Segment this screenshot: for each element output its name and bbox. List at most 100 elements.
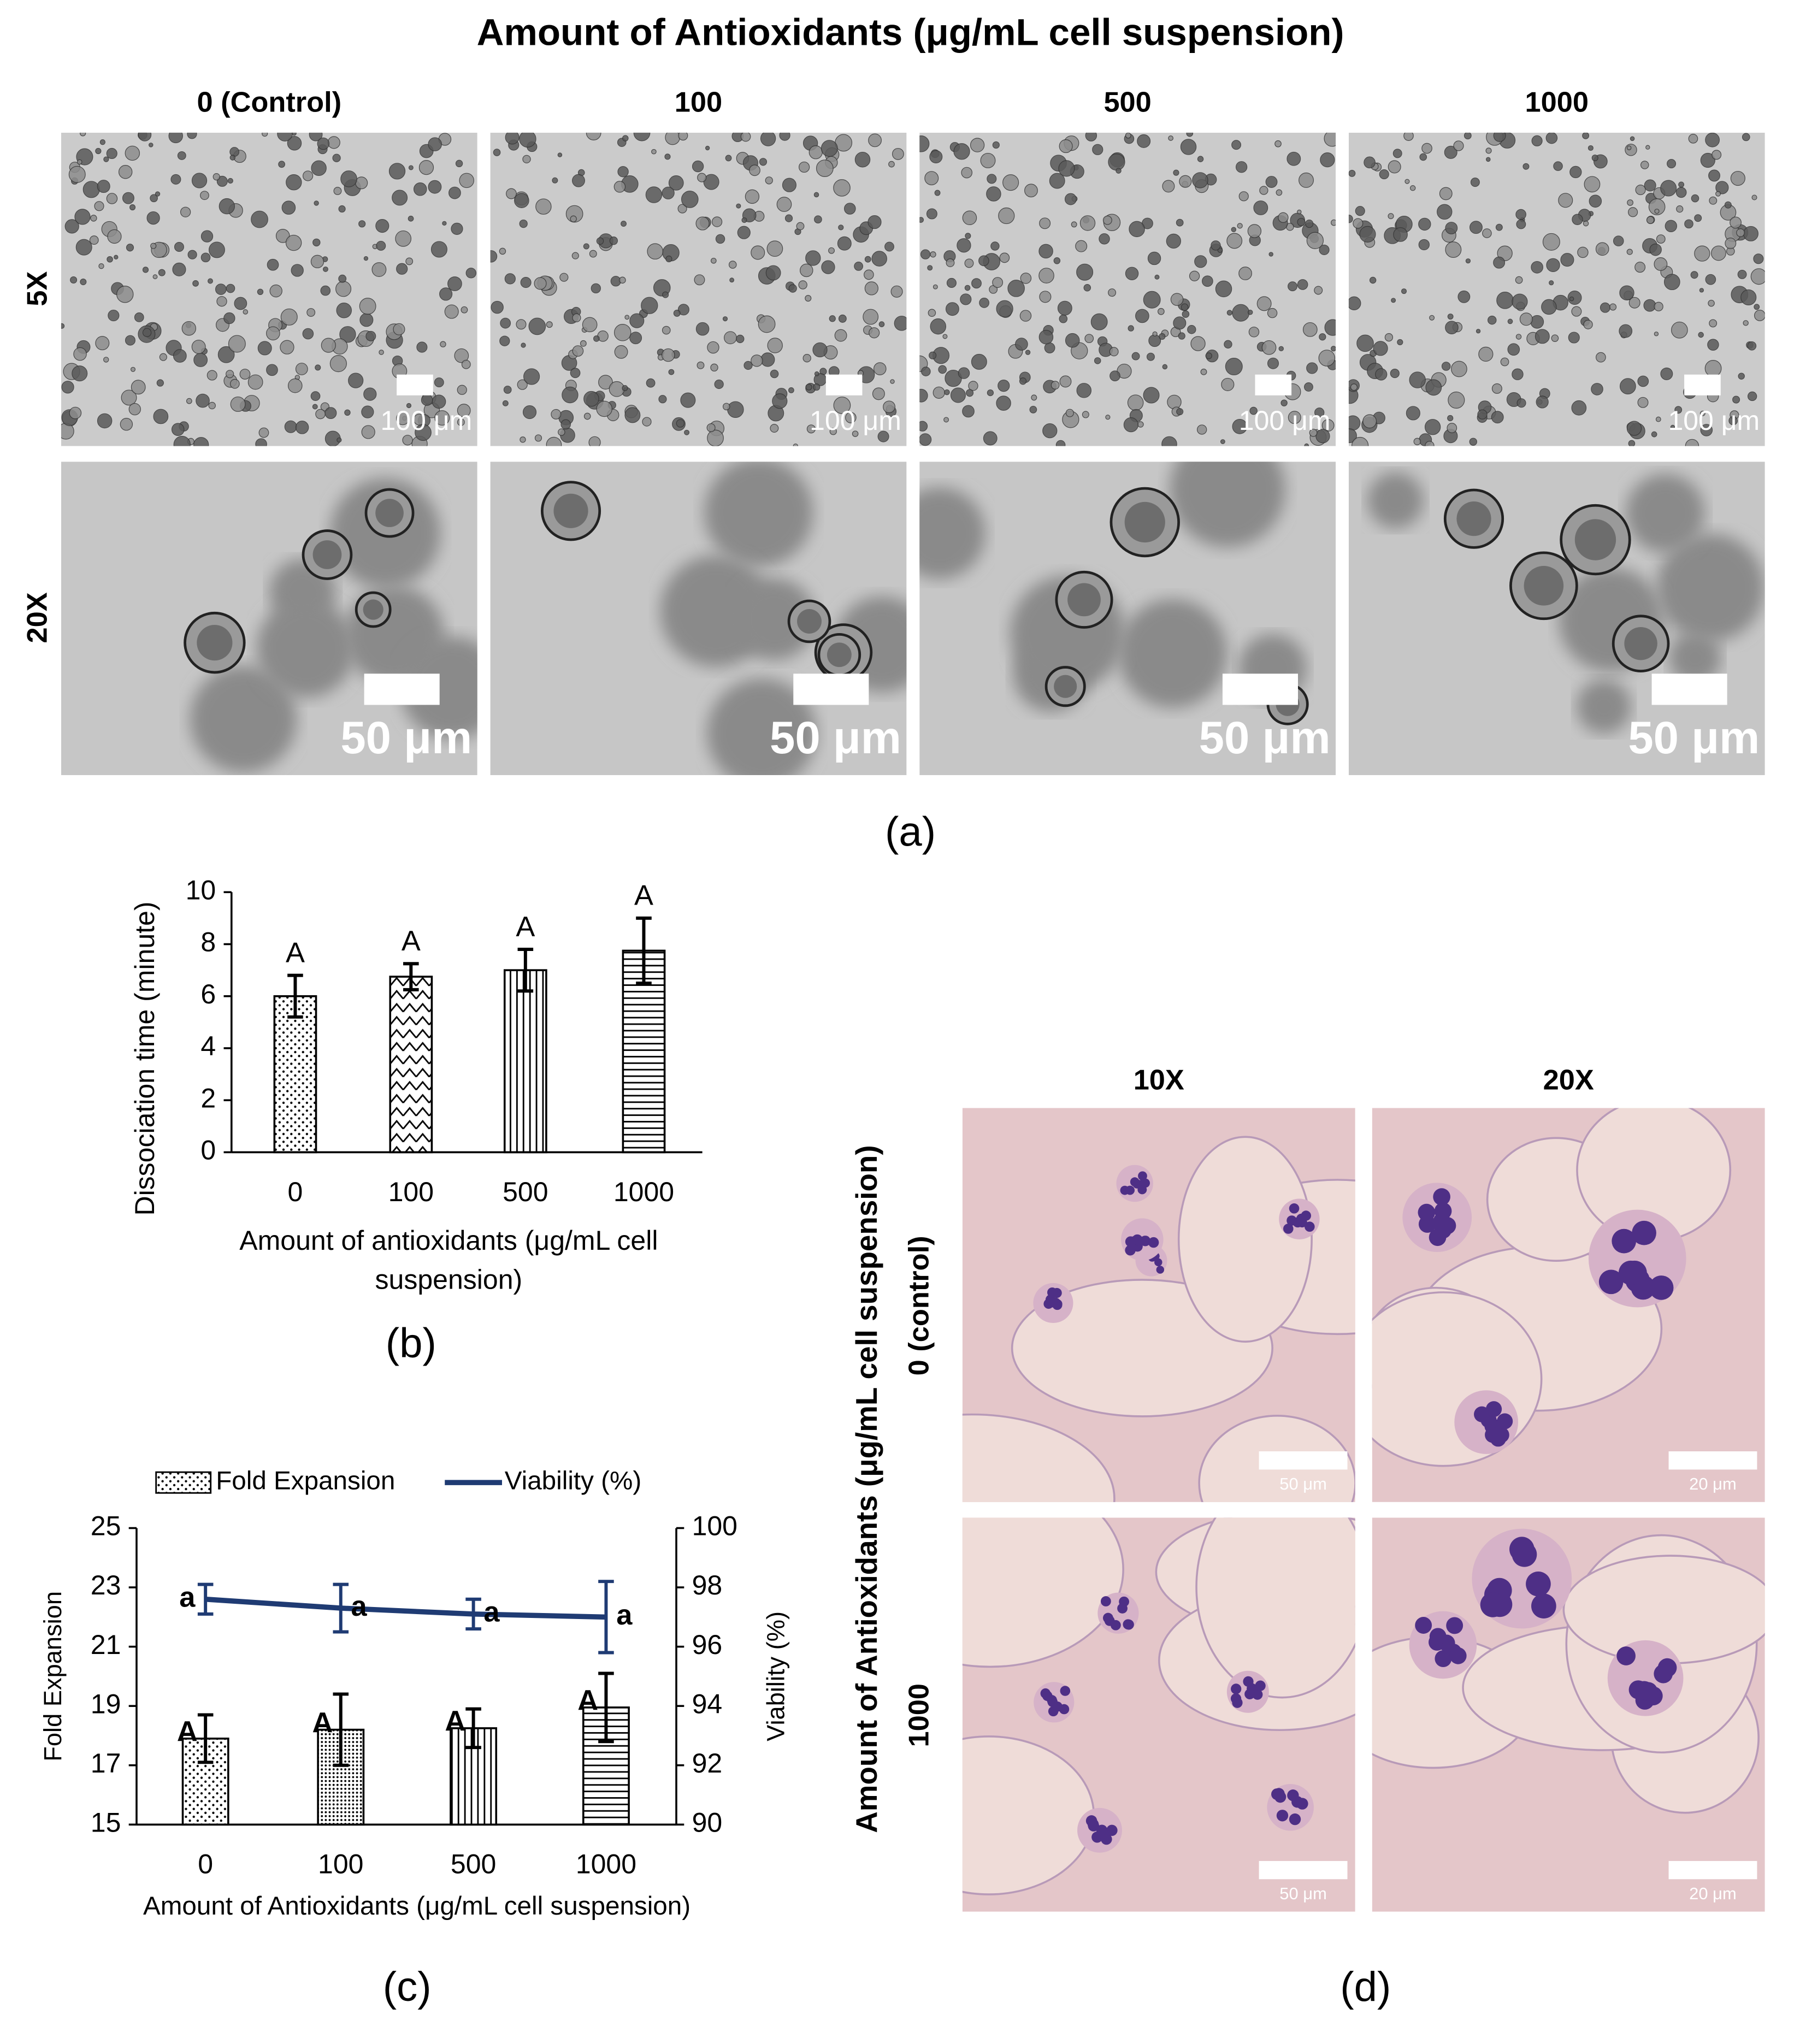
cell [677, 204, 687, 214]
cell [1125, 132, 1131, 139]
scale-bar [1651, 674, 1727, 705]
cell [61, 323, 65, 329]
cell [867, 215, 882, 229]
cell [1319, 333, 1326, 341]
blur-spot [704, 462, 813, 567]
letter: A [402, 925, 421, 957]
cell [1676, 205, 1684, 213]
cell [1306, 362, 1318, 374]
cell [1418, 217, 1431, 231]
cell [408, 215, 414, 222]
cell [1421, 143, 1432, 154]
cell [120, 418, 133, 431]
cell [1180, 139, 1197, 155]
nucleus [1485, 1401, 1502, 1417]
cell [421, 394, 433, 406]
x-tick-label: 500 [451, 1849, 496, 1880]
cell [528, 317, 546, 335]
cell [662, 291, 669, 298]
blur-spot [190, 665, 297, 773]
cell [208, 401, 216, 410]
cell [1670, 424, 1675, 430]
cell [793, 443, 799, 446]
cell [1299, 172, 1314, 188]
cell [505, 132, 520, 145]
cell [962, 405, 975, 418]
cell [461, 359, 471, 369]
cell [1192, 172, 1208, 188]
cell [416, 341, 428, 353]
cell [1441, 362, 1451, 371]
cell [1286, 151, 1301, 166]
scale-label: 50 μm [340, 712, 472, 763]
cell [94, 201, 104, 211]
column-label: 1000 [1525, 86, 1589, 118]
cell [766, 240, 783, 257]
cell [1406, 406, 1420, 421]
cell [519, 219, 528, 228]
blur-spot [706, 678, 817, 776]
cell [499, 247, 506, 255]
cell [996, 300, 1013, 317]
cell [821, 260, 835, 274]
cell [570, 215, 577, 222]
cell [966, 389, 974, 397]
y2-tick-label: 90 [692, 1807, 723, 1838]
micrograph [962, 1517, 1355, 1912]
cell [312, 238, 321, 247]
cell [745, 189, 760, 204]
y-tick-label: 6 [200, 979, 216, 1009]
cell [813, 192, 819, 198]
letter: a [616, 1599, 633, 1631]
cell [968, 381, 978, 391]
cell [833, 397, 851, 414]
cell [1304, 382, 1313, 392]
cell [1137, 134, 1151, 148]
cell [695, 322, 710, 336]
cell [103, 156, 109, 162]
cell [572, 313, 581, 322]
cell [1715, 181, 1729, 194]
cell [1297, 279, 1308, 290]
cell [174, 242, 184, 252]
cell [521, 342, 526, 348]
cell [1754, 304, 1760, 310]
nucleus [1649, 1275, 1674, 1300]
cell [152, 274, 158, 280]
cell [226, 370, 234, 379]
x-axis-title-box: Amount of antioxidants (μg/mL cell suspe… [239, 1226, 658, 1295]
cell [998, 207, 1015, 225]
cell [1362, 414, 1377, 429]
nucleus [1415, 1617, 1432, 1634]
cell [1691, 194, 1699, 203]
cell [315, 364, 321, 371]
blur-spot [1367, 472, 1424, 529]
cell [1049, 173, 1065, 189]
cell [1635, 185, 1646, 196]
cell [1159, 333, 1166, 340]
cell [200, 252, 211, 263]
cell [1055, 440, 1066, 446]
cell [1519, 312, 1533, 326]
cell [560, 419, 571, 430]
cell [621, 221, 627, 227]
cell [339, 326, 356, 343]
cell [1491, 411, 1504, 424]
cell [796, 222, 805, 231]
cell [706, 423, 716, 433]
cell-core [1624, 627, 1657, 660]
cell [658, 395, 667, 404]
cell [215, 283, 227, 295]
cell [1709, 319, 1718, 328]
y-tick-label: 0 [200, 1135, 216, 1166]
letter: A [312, 1707, 333, 1739]
cell [1439, 187, 1453, 200]
cell [168, 132, 183, 144]
cell [281, 200, 296, 215]
cell [802, 354, 811, 363]
cell [1187, 325, 1196, 334]
cell [942, 334, 948, 339]
cell [1485, 147, 1492, 154]
cell [1059, 314, 1068, 323]
cell [1551, 334, 1559, 342]
